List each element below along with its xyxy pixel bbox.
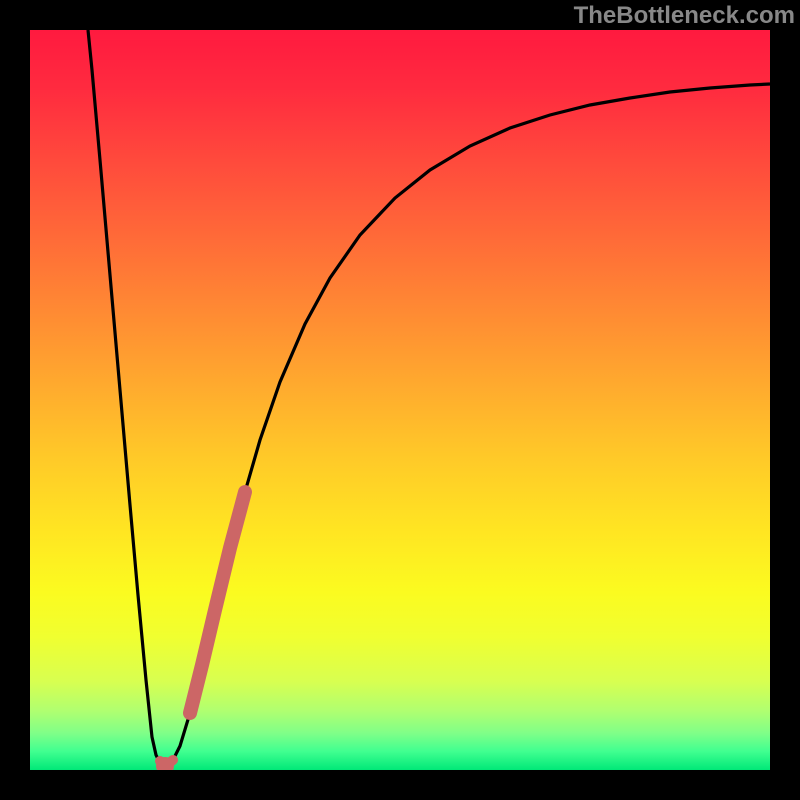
- highlight-segment: [190, 492, 245, 713]
- bottleneck-chart: TheBottleneck.com: [0, 0, 800, 800]
- bottleneck-curve: [88, 30, 770, 766]
- plot-area: [30, 30, 770, 770]
- curve-layer: [30, 30, 770, 770]
- watermark-text: TheBottleneck.com: [574, 2, 795, 30]
